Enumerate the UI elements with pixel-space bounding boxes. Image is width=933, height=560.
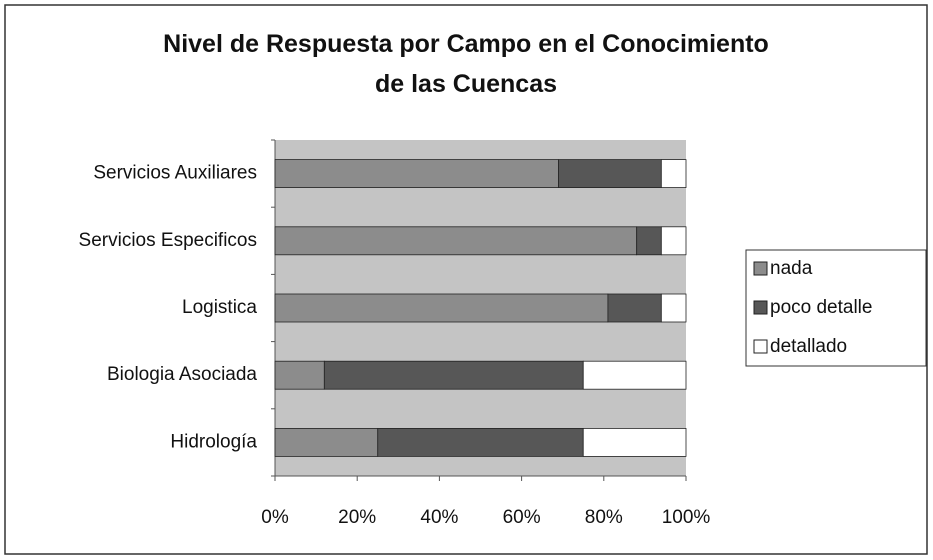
bar-segment — [274, 360, 325, 390]
x-tick-label: 0% — [261, 507, 289, 528]
bar-segment — [582, 427, 687, 457]
bar-segment — [660, 159, 687, 189]
bar-segment — [582, 360, 687, 390]
legend-label: nada — [770, 258, 813, 279]
legend-swatch — [753, 300, 768, 315]
x-tick-label: 20% — [338, 507, 376, 528]
legend-swatch — [753, 339, 768, 354]
bar-segment — [660, 226, 687, 256]
legend-label: poco detalle — [770, 297, 872, 318]
y-tick-label: Servicios Especificos — [79, 230, 257, 251]
y-tick-label: Servicios Auxiliares — [93, 163, 257, 184]
x-tick-label: 80% — [585, 507, 623, 528]
y-tick-label: Hidrología — [170, 431, 257, 452]
bar-segment — [558, 159, 662, 189]
legend-swatch — [753, 261, 768, 276]
legend-label: detallado — [770, 336, 847, 357]
bar-segment — [323, 360, 584, 390]
x-tick-label: 100% — [662, 507, 711, 528]
bar-segment — [274, 293, 609, 323]
chart-title: Nivel de Respuesta por Campo en el Conoc… — [163, 30, 769, 98]
bar-segment — [274, 226, 638, 256]
bar-segment — [377, 427, 584, 457]
bar-segment — [660, 293, 687, 323]
bar-segment — [274, 427, 379, 457]
x-tick-label: 40% — [420, 507, 458, 528]
bar-segment — [607, 293, 662, 323]
y-tick-label: Logistica — [182, 297, 257, 318]
y-tick-label: Biologia Asociada — [107, 364, 257, 385]
legend-box — [745, 249, 927, 367]
bar-segment — [274, 159, 559, 189]
x-tick-label: 60% — [503, 507, 541, 528]
bar-segment — [636, 226, 662, 256]
